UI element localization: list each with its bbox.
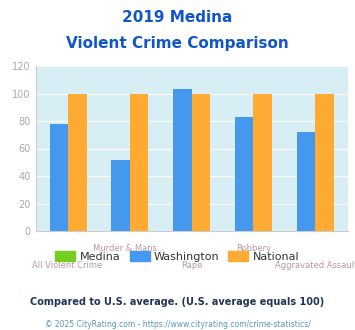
Legend: Medina, Washington, National: Medina, Washington, National bbox=[51, 247, 304, 267]
Bar bbox=[68, 93, 87, 231]
Bar bbox=[192, 93, 210, 231]
Text: 2019 Medina: 2019 Medina bbox=[122, 10, 233, 25]
Text: Aggravated Assault: Aggravated Assault bbox=[275, 261, 355, 270]
Bar bbox=[173, 89, 192, 231]
Bar bbox=[111, 159, 130, 231]
Bar bbox=[235, 117, 253, 231]
Bar bbox=[315, 93, 334, 231]
Text: All Violent Crime: All Violent Crime bbox=[32, 261, 102, 270]
Text: © 2025 CityRating.com - https://www.cityrating.com/crime-statistics/: © 2025 CityRating.com - https://www.city… bbox=[45, 320, 310, 329]
Bar bbox=[253, 93, 272, 231]
Text: Murder & Mans...: Murder & Mans... bbox=[93, 244, 165, 253]
Text: Robbery: Robbery bbox=[237, 244, 272, 253]
Text: Rape: Rape bbox=[181, 261, 202, 270]
Bar bbox=[130, 93, 148, 231]
Text: Violent Crime Comparison: Violent Crime Comparison bbox=[66, 36, 289, 51]
Text: Compared to U.S. average. (U.S. average equals 100): Compared to U.S. average. (U.S. average … bbox=[31, 297, 324, 307]
Bar bbox=[297, 132, 315, 231]
Bar bbox=[50, 124, 68, 231]
